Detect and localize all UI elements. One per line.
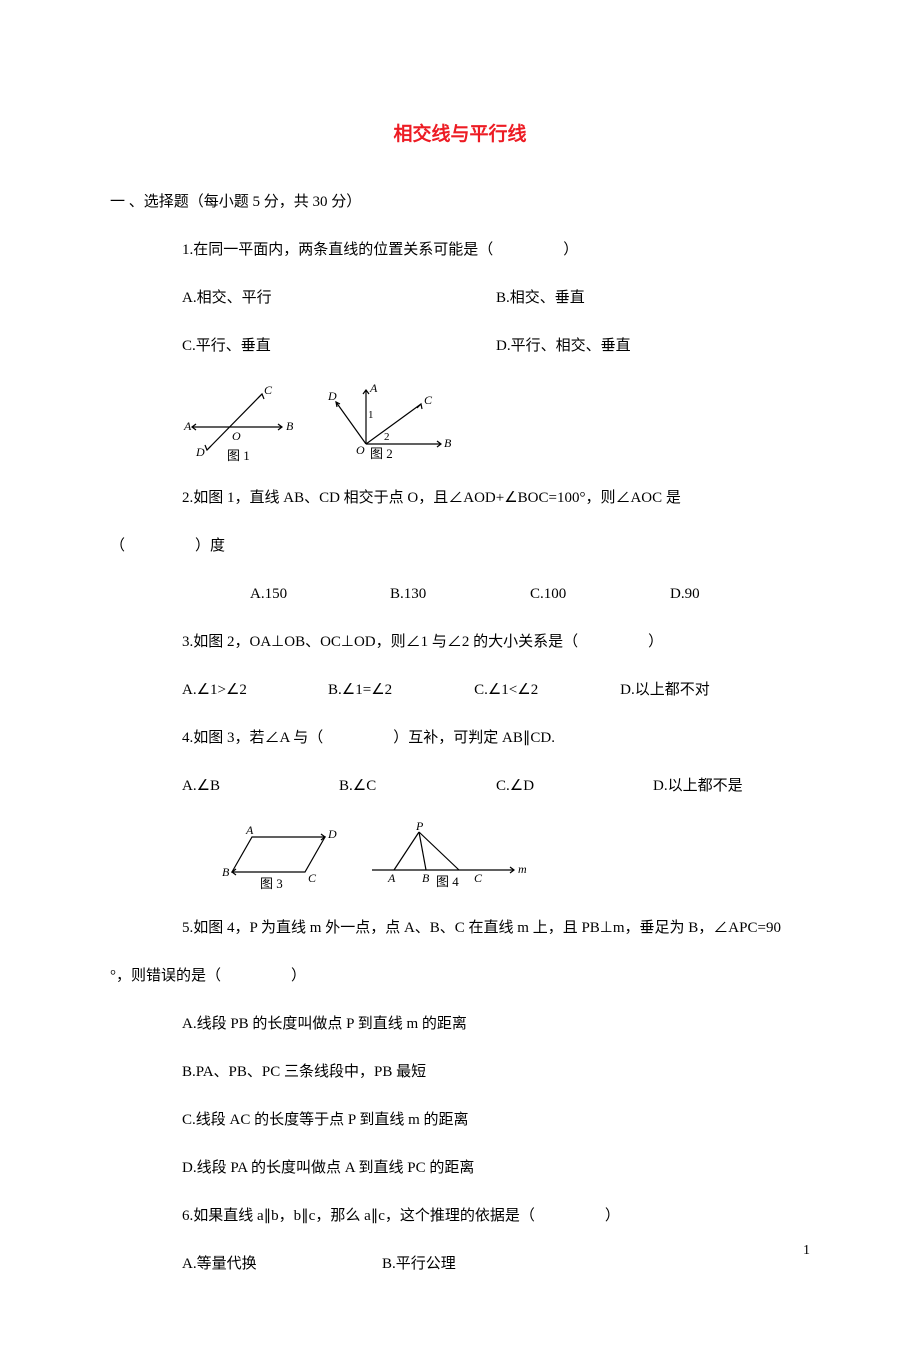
q6-options: A.等量代换 B.平行公理 bbox=[110, 1252, 810, 1276]
fig1-D: D bbox=[195, 445, 205, 459]
q1-opt-b: B.相交、垂直 bbox=[496, 286, 810, 310]
q4-opt-d: D.以上都不是 bbox=[653, 774, 810, 798]
fig2-cap: 图 2 bbox=[370, 446, 393, 461]
q3-opt-a: A.∠1>∠2 bbox=[182, 678, 328, 702]
figure-row-2: A D B C 图 3 P A B C m 图 4 bbox=[110, 822, 810, 892]
fig1-B: B bbox=[286, 419, 294, 433]
figure-4: P A B C m 图 4 bbox=[364, 822, 534, 892]
q3-opt-b: B.∠1=∠2 bbox=[328, 678, 474, 702]
fig2-2: 2 bbox=[384, 431, 390, 443]
q2-opt-a: A.150 bbox=[250, 582, 390, 606]
q4-text1: 4.如图 3，若∠A 与（ bbox=[182, 730, 323, 746]
question-5-line2: °，则错误的是（ ） bbox=[110, 964, 810, 988]
fig2-C: C bbox=[424, 393, 433, 407]
page-number: 1 bbox=[803, 1240, 810, 1262]
q4-text2: ）互补，可判定 AB∥CD. bbox=[393, 730, 555, 746]
q5-opt-c: C.线段 AC 的长度等于点 P 到直线 m 的距离 bbox=[110, 1108, 810, 1132]
question-4: 4.如图 3，若∠A 与（ ）互补，可判定 AB∥CD. bbox=[110, 726, 810, 750]
fig4-A: A bbox=[387, 871, 396, 885]
figure-2: A B C D O 1 2 图 2 bbox=[326, 382, 456, 462]
q2-options: A.150 B.130 C.100 D.90 bbox=[110, 582, 810, 606]
question-1: 1.在同一平面内，两条直线的位置关系可能是（ ） bbox=[110, 238, 810, 262]
q3-opt-c: C.∠1<∠2 bbox=[474, 678, 620, 702]
q5-text1: 5.如图 4，P 为直线 m 外一点，点 A、B、C 在直线 m 上，且 PB⊥… bbox=[182, 920, 781, 936]
q1-opt-d: D.平行、相交、垂直 bbox=[496, 334, 810, 358]
fig3-cap: 图 3 bbox=[260, 876, 283, 891]
fig3-A: A bbox=[245, 823, 254, 837]
q6-text: 6.如果直线 a∥b，b∥c，那么 a∥c，这个推理的依据是（ bbox=[182, 1208, 535, 1224]
q4-opt-a: A.∠B bbox=[182, 774, 339, 798]
question-2-line1: 2.如图 1，直线 AB、CD 相交于点 O，且∠AOD+∠BOC=100°，则… bbox=[110, 486, 810, 510]
q5-opt-a: A.线段 PB 的长度叫做点 P 到直线 m 的距离 bbox=[110, 1012, 810, 1036]
fig3-D: D bbox=[327, 827, 337, 841]
q2-text1: 2.如图 1，直线 AB、CD 相交于点 O，且∠AOD+∠BOC=100°，则… bbox=[182, 490, 681, 506]
fig3-B: B bbox=[222, 865, 230, 879]
fig1-cap: 图 1 bbox=[227, 448, 250, 462]
q1-text: 1.在同一平面内，两条直线的位置关系可能是（ bbox=[182, 242, 493, 258]
fig4-cap: 图 4 bbox=[436, 874, 459, 889]
q6-opt-a: A.等量代换 bbox=[182, 1252, 382, 1276]
section-text: 一 、选择题（每小题 5 分，共 30 分） bbox=[110, 194, 361, 210]
q2-text2a: （ bbox=[110, 538, 125, 554]
question-3: 3.如图 2，OA⊥OB、OC⊥OD，则∠1 与∠2 的大小关系是（ ） bbox=[110, 630, 810, 654]
fig2-O: O bbox=[356, 443, 365, 457]
figure-3: A D B C 图 3 bbox=[220, 822, 350, 892]
q3-options: A.∠1>∠2 B.∠1=∠2 C.∠1<∠2 D.以上都不对 bbox=[110, 678, 810, 702]
question-2-line2: （ ）度 bbox=[110, 534, 810, 558]
q3-tail: ） bbox=[648, 634, 663, 650]
q1-options-2: C.平行、垂直 D.平行、相交、垂直 bbox=[110, 334, 810, 358]
q4-options: A.∠B B.∠C C.∠D D.以上都不是 bbox=[110, 774, 810, 798]
q1-tail: ） bbox=[563, 242, 578, 258]
q1-options-1: A.相交、平行 B.相交、垂直 bbox=[110, 286, 810, 310]
page-title: 相交线与平行线 bbox=[110, 120, 810, 150]
question-6: 6.如果直线 a∥b，b∥c，那么 a∥c，这个推理的依据是（ ） bbox=[110, 1204, 810, 1228]
section-heading: 一 、选择题（每小题 5 分，共 30 分） bbox=[110, 190, 810, 214]
q1-opt-c: C.平行、垂直 bbox=[182, 334, 496, 358]
fig2-B: B bbox=[444, 436, 452, 450]
q5-opt-d: D.线段 PA 的长度叫做点 A 到直线 PC 的距离 bbox=[110, 1156, 810, 1180]
fig2-A: A bbox=[369, 382, 378, 395]
fig3-C: C bbox=[308, 871, 317, 885]
q6-tail: ） bbox=[605, 1208, 620, 1224]
q4-opt-c: C.∠D bbox=[496, 774, 653, 798]
fig2-D: D bbox=[327, 389, 337, 403]
q2-opt-b: B.130 bbox=[390, 582, 530, 606]
fig1-O: O bbox=[232, 429, 241, 443]
fig1-C: C bbox=[264, 383, 273, 397]
q2-opt-c: C.100 bbox=[530, 582, 670, 606]
q6-opt-b: B.平行公理 bbox=[382, 1252, 810, 1276]
title-text: 相交线与平行线 bbox=[393, 124, 526, 145]
figure-row-1: A B C D O 图 1 A B C D O 1 2 bbox=[110, 382, 810, 462]
q5-text2b: ） bbox=[291, 968, 306, 984]
q3-opt-d: D.以上都不对 bbox=[620, 678, 810, 702]
fig2-1: 1 bbox=[368, 409, 374, 421]
fig4-C: C bbox=[474, 871, 483, 885]
fig1-A: A bbox=[183, 419, 192, 433]
q4-opt-b: B.∠C bbox=[339, 774, 496, 798]
question-5-line1: 5.如图 4，P 为直线 m 外一点，点 A、B、C 在直线 m 上，且 PB⊥… bbox=[110, 916, 810, 940]
q5-opt-b: B.PA、PB、PC 三条线段中，PB 最短 bbox=[110, 1060, 810, 1084]
q2-text2b: ）度 bbox=[195, 538, 225, 554]
q5-text2a: °，则错误的是（ bbox=[110, 968, 221, 984]
fig4-B: B bbox=[422, 871, 430, 885]
fig4-m: m bbox=[518, 862, 527, 876]
figure-1: A B C D O 图 1 bbox=[182, 382, 302, 462]
q1-opt-a: A.相交、平行 bbox=[182, 286, 496, 310]
q2-opt-d: D.90 bbox=[670, 582, 810, 606]
fig4-P: P bbox=[415, 822, 424, 833]
q3-text: 3.如图 2，OA⊥OB、OC⊥OD，则∠1 与∠2 的大小关系是（ bbox=[182, 634, 578, 650]
